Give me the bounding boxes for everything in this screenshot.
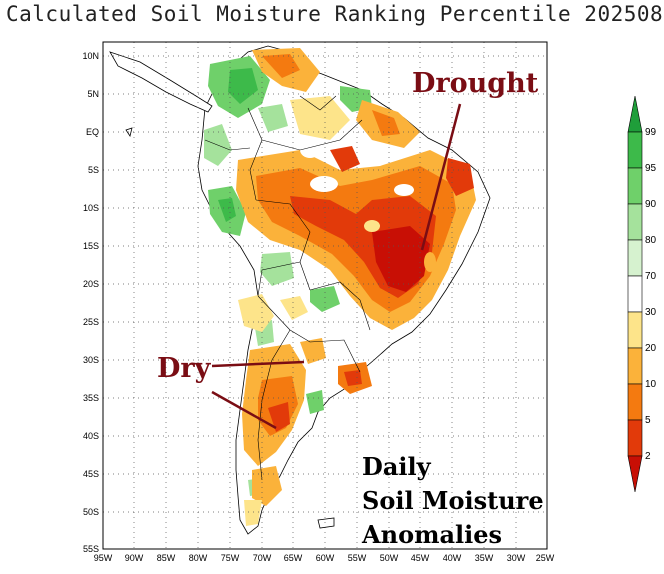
caption-line: Anomalies bbox=[362, 520, 503, 549]
lon-label: 40W bbox=[443, 553, 462, 563]
lon-label: 50W bbox=[380, 553, 399, 563]
dry-arrow-south bbox=[211, 390, 277, 430]
colorbar-label: 80 bbox=[645, 235, 657, 246]
annotation-arrows bbox=[211, 103, 462, 430]
lat-label: 30S bbox=[83, 355, 99, 365]
lat-label: 45S bbox=[83, 469, 99, 479]
colorbar-segment bbox=[627, 455, 643, 493]
drought-arrow bbox=[420, 103, 462, 251]
lon-label: 35W bbox=[475, 553, 494, 563]
lat-label: 5N bbox=[87, 89, 99, 99]
lat-label: 10S bbox=[83, 203, 99, 213]
lon-label: 45W bbox=[411, 553, 430, 563]
colorbar-label: 95 bbox=[645, 163, 657, 174]
lon-label: 55W bbox=[348, 553, 367, 563]
lat-label: 5S bbox=[88, 165, 99, 175]
lat-label: EQ bbox=[86, 127, 99, 137]
lon-label: 75W bbox=[221, 553, 240, 563]
colorbar-label: 99 bbox=[645, 127, 657, 138]
colorbar-label: 70 bbox=[645, 271, 657, 282]
lat-label: 50S bbox=[83, 507, 99, 517]
dry-arrow-north bbox=[211, 360, 305, 368]
dry-label: Dry bbox=[157, 353, 211, 384]
colorbar-label: 5 bbox=[645, 415, 651, 426]
galapagos-islands bbox=[125, 127, 133, 137]
lon-label: 95W bbox=[94, 553, 113, 563]
colorbar-label: 20 bbox=[645, 343, 657, 354]
lat-label: 10N bbox=[82, 51, 99, 61]
longitude-labels: 95W 90W 85W 80W 75W 70W 65W 60W 55W 50W … bbox=[94, 553, 555, 563]
colorbar-segment bbox=[627, 311, 643, 349]
lon-label: 30W bbox=[507, 553, 526, 563]
country-borders bbox=[204, 95, 371, 481]
colorbar-segment bbox=[627, 383, 643, 421]
colorbar-segment bbox=[627, 131, 643, 169]
colorbar-segment bbox=[627, 275, 643, 313]
lat-label: 40S bbox=[83, 431, 99, 441]
colorbar-segment bbox=[627, 239, 643, 277]
latitude-labels: 10N 5N EQ 5S 10S 15S 20S 25S 30S 35S 40S… bbox=[82, 51, 99, 554]
caption: Daily Soil Moisture Anomalies bbox=[362, 450, 544, 552]
colorbar-segment bbox=[627, 347, 643, 385]
colorbar-segment bbox=[627, 167, 643, 205]
lon-label: 85W bbox=[157, 553, 176, 563]
lon-label: 90W bbox=[125, 553, 144, 563]
drought-label: Drought bbox=[412, 68, 539, 99]
colorbar-segment bbox=[627, 419, 643, 457]
colorbar-label: 10 bbox=[645, 379, 657, 390]
lon-label: 60W bbox=[316, 553, 335, 563]
lat-label: 35S bbox=[83, 393, 99, 403]
central-america bbox=[109, 51, 213, 113]
colorbar-segment bbox=[627, 203, 643, 241]
lon-label: 65W bbox=[284, 553, 303, 563]
lon-label: 25W bbox=[536, 553, 555, 563]
caption-line: Daily bbox=[362, 452, 431, 481]
lon-label: 80W bbox=[189, 553, 208, 563]
falkland-islands bbox=[317, 517, 335, 529]
lat-label: 20S bbox=[83, 279, 99, 289]
gridlines bbox=[103, 42, 547, 549]
colorbar-label: 30 bbox=[645, 307, 657, 318]
map-title: Calculated Soil Moisture Ranking Percent… bbox=[6, 2, 664, 26]
colorbar-segment bbox=[627, 95, 643, 133]
lat-label: 15S bbox=[83, 241, 99, 251]
lat-label: 55S bbox=[83, 544, 99, 554]
colorbar-legend: 99 95 90 80 70 30 20 10 5 2 bbox=[627, 95, 657, 493]
lat-label: 25S bbox=[83, 317, 99, 327]
wet-anomaly-areas bbox=[204, 56, 372, 496]
lon-label: 70W bbox=[253, 553, 272, 563]
colorbar-label: 2 bbox=[645, 451, 651, 462]
colorbar-label: 90 bbox=[645, 199, 657, 210]
caption-line: Soil Moisture bbox=[362, 486, 544, 515]
dry-anomaly-areas bbox=[236, 48, 476, 526]
